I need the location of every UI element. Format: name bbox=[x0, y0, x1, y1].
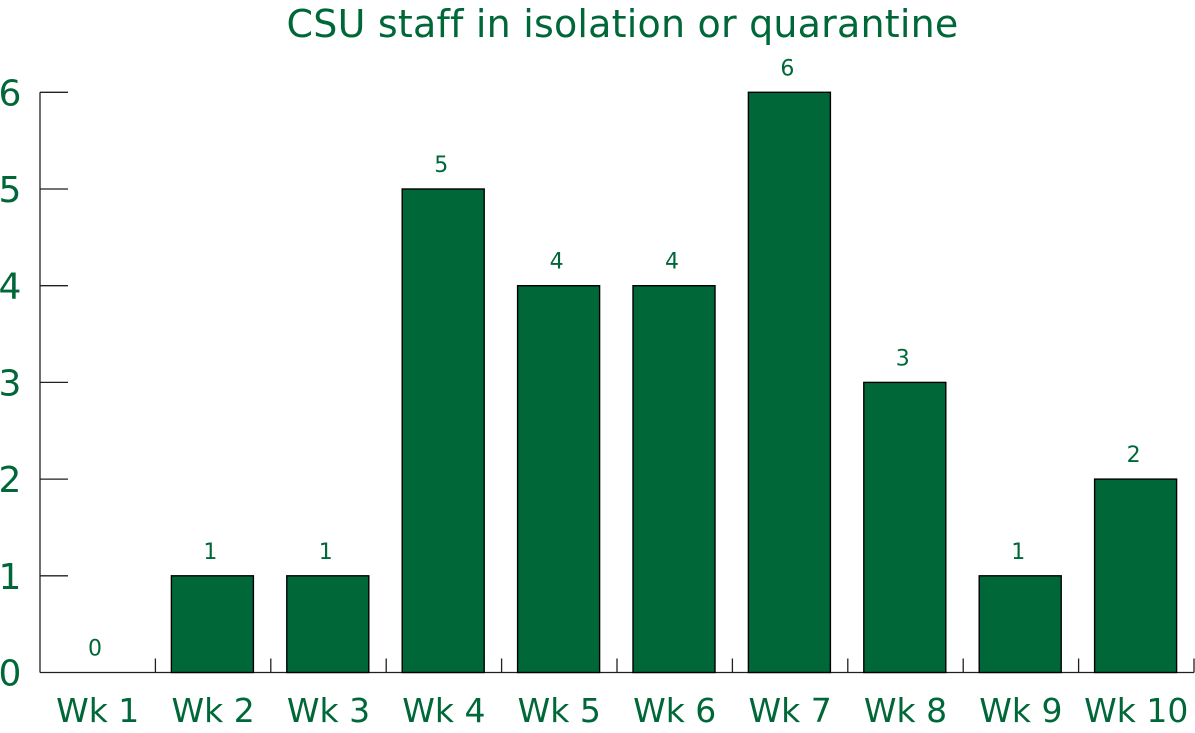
x-tick-label: Wk 8 bbox=[864, 691, 947, 730]
x-tick-label: Wk 1 bbox=[56, 691, 139, 730]
data-label: 0 bbox=[88, 637, 102, 662]
data-label: 3 bbox=[896, 346, 910, 371]
data-label: 4 bbox=[550, 250, 564, 275]
bar bbox=[747, 91, 832, 674]
x-tick-label: Wk 7 bbox=[748, 691, 831, 730]
data-label: 1 bbox=[203, 540, 217, 565]
x-tick-label: Wk 9 bbox=[979, 691, 1062, 730]
bars bbox=[170, 91, 1178, 674]
x-tick-label: Wk 4 bbox=[402, 691, 485, 730]
bar bbox=[632, 285, 716, 674]
bar bbox=[401, 188, 485, 674]
data-label: 1 bbox=[319, 540, 333, 565]
y-tick-label: 6 bbox=[0, 73, 21, 114]
x-tick-label: Wk 10 bbox=[1084, 691, 1188, 730]
data-label: 1 bbox=[1011, 540, 1025, 565]
bar bbox=[286, 575, 370, 674]
bar bbox=[978, 575, 1062, 674]
data-label: 4 bbox=[665, 250, 679, 275]
y-axis: 0 1 2 3 4 5 6 bbox=[0, 73, 68, 695]
y-tick-label: 4 bbox=[0, 267, 21, 308]
x-tick-label: Wk 3 bbox=[287, 691, 370, 730]
y-tick-label: 2 bbox=[0, 460, 21, 501]
x-tick-label: Wk 5 bbox=[518, 691, 601, 730]
y-tick-label: 1 bbox=[0, 557, 21, 598]
y-tick-label: 0 bbox=[0, 654, 21, 695]
x-tick-label: Wk 6 bbox=[633, 691, 716, 730]
bar bbox=[1093, 478, 1178, 674]
bar bbox=[863, 381, 947, 674]
chart-title: CSU staff in isolation or quarantine bbox=[286, 2, 959, 46]
bar bbox=[516, 285, 601, 674]
bar bbox=[170, 575, 255, 674]
x-tick-label: Wk 2 bbox=[171, 691, 254, 730]
y-tick-label: 5 bbox=[0, 170, 21, 211]
data-labels: 0 1 1 5 4 4 6 3 1 2 bbox=[88, 56, 1141, 661]
data-label: 2 bbox=[1127, 443, 1141, 468]
data-label: 5 bbox=[434, 153, 448, 178]
data-label: 6 bbox=[780, 56, 794, 81]
y-tick-label: 3 bbox=[0, 363, 21, 404]
